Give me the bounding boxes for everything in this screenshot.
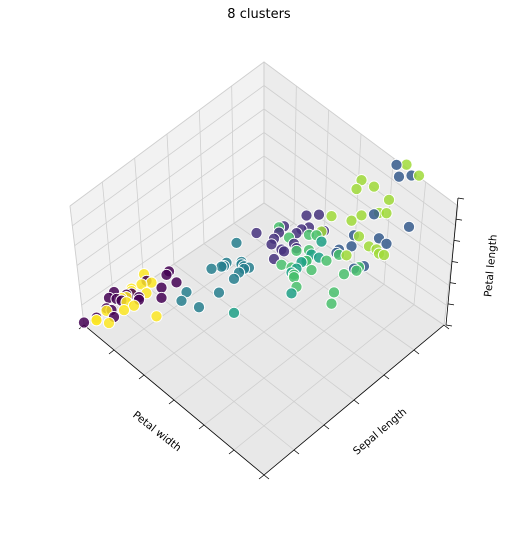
- data-point: [205, 262, 218, 275]
- z-tick: [453, 239, 461, 242]
- data-point: [345, 214, 358, 227]
- z-tick: [447, 303, 455, 306]
- data-point: [215, 260, 228, 273]
- data-point: [380, 237, 393, 250]
- x-tick: [258, 474, 265, 480]
- y-tick: [353, 399, 360, 405]
- data-point: [352, 230, 366, 243]
- data-point: [400, 158, 413, 171]
- data-point: [392, 170, 406, 183]
- y-tick: [443, 324, 450, 330]
- petal-width-axis-line: [83, 324, 265, 476]
- data-point: [285, 287, 298, 300]
- z-tick: [455, 218, 463, 221]
- data-point: [77, 316, 91, 329]
- data-point: [127, 299, 141, 312]
- data-point: [227, 272, 241, 285]
- data-point: [277, 245, 291, 258]
- data-point: [145, 276, 158, 289]
- data-point: [325, 210, 338, 223]
- y-tick: [323, 424, 330, 430]
- y-tick: [263, 474, 270, 480]
- petal-length-axis-line: [445, 197, 459, 326]
- scatter-points: [77, 158, 426, 330]
- data-point: [170, 276, 183, 289]
- grid-line: [72, 85, 265, 227]
- data-point: [265, 238, 278, 251]
- grid-line: [233, 304, 415, 451]
- data-point: [155, 281, 168, 294]
- z-tick: [451, 261, 459, 263]
- y-tick: [293, 449, 300, 455]
- x-axis-label: Petal width: [130, 409, 183, 454]
- data-point: [390, 158, 403, 171]
- y-tick: [413, 349, 420, 355]
- x-tick: [168, 399, 175, 405]
- data-point: [102, 316, 116, 330]
- data-point: [212, 286, 226, 299]
- data-point: [340, 249, 353, 262]
- data-point: [90, 314, 103, 327]
- data-point: [325, 297, 338, 310]
- data-point: [250, 226, 263, 240]
- grid-line: [263, 61, 459, 207]
- axes-ticks: [78, 197, 465, 480]
- z-tick: [457, 197, 465, 200]
- data-point: [337, 268, 351, 281]
- data-point: [175, 294, 188, 307]
- data-point: [150, 310, 163, 323]
- data-point: [380, 207, 393, 220]
- x-tick: [228, 449, 235, 455]
- grid-line: [263, 85, 456, 227]
- data-point: [355, 209, 368, 222]
- x-tick: [198, 424, 205, 430]
- sepal-length-axis-line: [263, 324, 445, 476]
- data-point: [320, 254, 333, 267]
- chart-title: 8 clusters: [227, 7, 291, 22]
- data-point: [402, 220, 416, 233]
- x-tick: [108, 349, 115, 355]
- data-point: [345, 240, 358, 253]
- z-tick: [445, 324, 453, 327]
- data-point: [155, 291, 168, 304]
- data-point: [315, 235, 328, 248]
- data-point: [412, 169, 426, 182]
- data-point: [350, 264, 363, 277]
- data-point: [192, 301, 206, 314]
- x-tick: [138, 374, 145, 380]
- z-axis-label: Petal length: [482, 234, 499, 298]
- data-point: [367, 208, 381, 221]
- data-point: [117, 304, 131, 317]
- z-tick: [449, 282, 457, 285]
- data-point: [290, 244, 303, 257]
- data-point: [160, 268, 173, 281]
- data-point: [305, 263, 318, 277]
- grid-line: [69, 61, 265, 207]
- data-point: [275, 258, 288, 271]
- data-point: [350, 182, 363, 196]
- y-tick: [383, 374, 390, 380]
- data-point: [382, 193, 396, 206]
- data-point: [312, 208, 326, 221]
- y-axis-label: Sepal length: [351, 406, 409, 458]
- data-point: [327, 286, 341, 299]
- data-point: [377, 248, 391, 262]
- data-point: [230, 236, 243, 249]
- data-point: [300, 209, 313, 222]
- data-point: [227, 306, 241, 319]
- data-point: [367, 180, 381, 193]
